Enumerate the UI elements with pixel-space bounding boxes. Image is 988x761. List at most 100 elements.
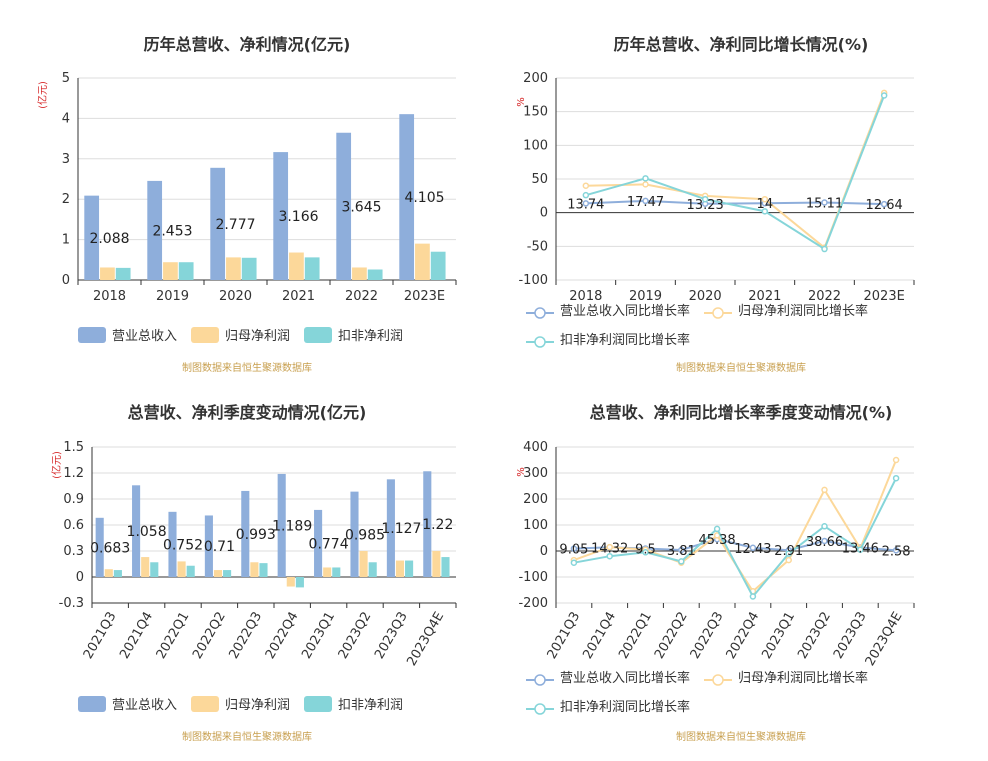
y-tick-label: -50 (527, 239, 548, 254)
data-point (785, 556, 792, 564)
y-tick-label: 0.6 (63, 518, 84, 533)
data-label: 9.5 (635, 543, 656, 558)
y-tick-label: 1 (62, 233, 70, 248)
x-tick-label: 2023Q1 (759, 610, 798, 662)
legend-item[interactable]: 归母净利润同比增长率 (704, 300, 868, 324)
series-line (585, 95, 886, 251)
data-point (570, 559, 578, 566)
legend-item[interactable]: 营业总收入 (78, 694, 177, 713)
legend-item[interactable]: 扣非净利润同比增长率 (526, 696, 690, 720)
y-tick-label: -200 (518, 596, 548, 611)
legend-swatch (191, 326, 220, 343)
bar (115, 267, 131, 280)
bar (423, 471, 432, 577)
bar (304, 257, 320, 280)
series-line (573, 459, 898, 593)
bar (405, 560, 414, 577)
data-point (678, 546, 685, 554)
data-label: 1.22 (422, 517, 453, 533)
data-point (642, 549, 649, 556)
bar (386, 479, 395, 577)
data-point (749, 544, 757, 552)
x-tick-label: 2023Q3 (831, 610, 870, 662)
y-tick-label: 200 (523, 71, 548, 86)
y-tick-label: -0.3 (59, 596, 84, 611)
data-label: 0.752 (163, 537, 203, 553)
data-label: 0.985 (345, 527, 385, 543)
bar (259, 563, 268, 577)
y-tick-label: 100 (523, 518, 548, 533)
chart-panel-annual-growth: 历年总营收、净利同比增长情况(%) -100 -50 0 50 100 150 200% 20… (494, 0, 988, 380)
legend-label: 扣非净利润 (338, 698, 404, 713)
data-label: 0.71 (204, 539, 235, 555)
x-tick-label: 2023Q2 (336, 610, 375, 662)
data-point (892, 547, 900, 554)
data-label: 12.64 (866, 198, 903, 213)
series-line (585, 199, 885, 206)
data-label: 3.645 (341, 199, 381, 215)
y-tick-label: -100 (518, 570, 548, 585)
data-point (821, 523, 828, 530)
bar (213, 570, 223, 577)
data-label: 2.777 (215, 217, 255, 233)
x-tick-label: 2023Q2 (795, 610, 834, 662)
x-tick-label: 2022Q2 (652, 610, 691, 662)
data-label: 14 (757, 197, 774, 212)
x-tick-label: 2023Q1 (299, 610, 338, 662)
bar (163, 262, 178, 280)
y-tick-label: 3 (62, 152, 70, 167)
chart-title: 总营收、净利季度变动情况(亿元) (127, 403, 367, 422)
legend-item[interactable]: 归母净利润同比增长率 (704, 667, 868, 691)
data-label: 4.105 (404, 190, 444, 206)
data-point (785, 550, 792, 557)
x-tick-label: 2021 (748, 289, 781, 304)
legend-item[interactable]: 扣非净利润 (304, 325, 403, 344)
x-tick-label: 2022Q4 (263, 610, 302, 662)
data-label: 45.38 (698, 533, 735, 548)
legend-item[interactable]: 扣非净利润 (304, 694, 403, 713)
legend-item[interactable]: 营业总收入 (78, 325, 177, 344)
legend-label: 扣非净利润同比增长率 (560, 700, 691, 715)
data-point (821, 537, 828, 545)
chart-plot: -200 -100 0 100 200 300 400% 2021Q32021Q42022Q1… (516, 440, 915, 669)
legend-item[interactable]: 营业总收入同比增长率 (526, 667, 690, 691)
data-point (642, 181, 649, 188)
y-tick-label: 0.9 (63, 492, 84, 507)
bar (84, 195, 100, 280)
bar (273, 152, 289, 280)
legend-item[interactable]: 扣非净利润同比增长率 (526, 329, 690, 353)
chart-legend: 营业总收入 归母净利润 扣非净利润 (78, 325, 417, 347)
data-point (642, 197, 649, 205)
legend-swatch (526, 305, 554, 319)
data-point (892, 474, 900, 482)
y-tick-label: 4 (62, 111, 70, 126)
x-tick-label: 2023Q4E (863, 610, 906, 669)
legend-item[interactable]: 营业总收入同比增长率 (526, 300, 690, 324)
legend-item[interactable]: 归母净利润 (191, 694, 290, 713)
x-tick-label: 2021Q3 (81, 610, 120, 662)
x-tick-label: 2022 (808, 289, 841, 304)
y-axis-label: (亿元) (50, 451, 63, 479)
chart-plot: -100 -50 0 50 100 150 200% 2018 2019 2020 2021 2022… (516, 71, 915, 304)
x-tick-label: 2020 (219, 289, 252, 304)
legend-item[interactable]: 归母净利润 (191, 325, 290, 344)
bar (177, 561, 186, 577)
legend-swatch (526, 672, 554, 686)
bar (323, 567, 332, 577)
chart-panel-quarterly-amounts: 总营收、净利季度变动情况(亿元) -0.3 0 0.3 0.6 0.9 1.2 1.5 (亿元… (0, 380, 494, 761)
legend-swatch (191, 695, 220, 712)
chart-plot: 0 1 2 3 4 5 (亿元) 2018 2019 2020 2021 2022 2023E 2.088… (36, 71, 457, 304)
legend-label: 营业总收入 (112, 329, 178, 344)
data-label: 1.189 (272, 518, 312, 534)
chart-title: 总营收、净利同比增长率季度变动情况(%) (589, 403, 893, 422)
legend-label: 归母净利润 (225, 329, 291, 344)
x-tick-label: 2021Q4 (580, 610, 619, 662)
bar (415, 243, 430, 280)
y-axis-label: % (516, 467, 527, 477)
bar (168, 511, 177, 577)
data-label: 38.66 (806, 535, 843, 550)
series-line (573, 477, 897, 599)
y-tick-label: 400 (523, 440, 548, 455)
x-tick-label: 2023Q4E (404, 610, 447, 669)
bar (250, 562, 259, 577)
